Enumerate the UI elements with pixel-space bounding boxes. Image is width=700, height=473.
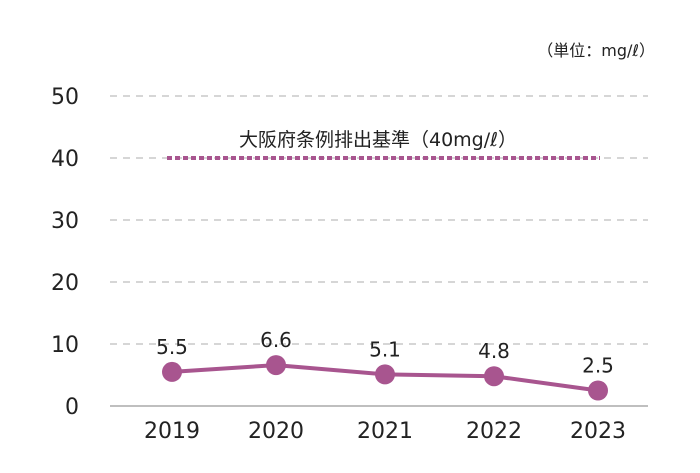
data-point-2022 — [484, 366, 504, 387]
data-label-2022: 4.8 — [478, 339, 510, 363]
unit-label: （単位：mg/ℓ） — [537, 41, 655, 60]
data-point-2023 — [588, 380, 608, 401]
x-tick-label-2022: 2022 — [466, 419, 522, 444]
x-tick-label-2020: 2020 — [248, 419, 304, 444]
gridlines — [110, 95, 648, 345]
y-tick-label-50: 50 — [51, 85, 79, 110]
data-label-2019: 5.5 — [156, 335, 188, 359]
data-point-2021 — [375, 364, 395, 385]
data-label-2023: 2.5 — [582, 354, 614, 378]
x-axis-ticks: 2019 2020 2021 2022 2023 — [144, 419, 626, 444]
y-tick-label-30: 30 — [51, 209, 79, 234]
y-tick-label-10: 10 — [51, 333, 79, 358]
series-group: 5.5 6.6 5.1 4.8 2.5 — [156, 328, 614, 401]
x-tick-label-2023: 2023 — [570, 419, 626, 444]
data-label-2021: 5.1 — [369, 337, 401, 361]
y-tick-label-40: 40 — [51, 147, 79, 172]
y-tick-label-0: 0 — [65, 395, 79, 420]
data-point-2019 — [162, 361, 182, 382]
y-axis-ticks: 0 10 20 30 40 50 — [51, 85, 79, 420]
x-tick-label-2021: 2021 — [357, 419, 413, 444]
y-tick-label-20: 20 — [51, 271, 79, 296]
x-tick-label-2019: 2019 — [144, 419, 200, 444]
reference-line-label: 大阪府条例排出基準（40mg/ℓ） — [239, 129, 517, 151]
data-label-2020: 6.6 — [260, 328, 292, 352]
data-point-2020 — [266, 355, 286, 376]
